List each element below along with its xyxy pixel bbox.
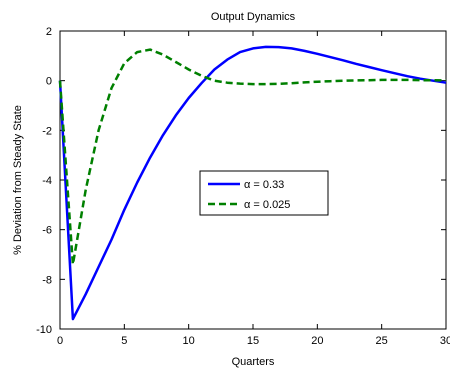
x-tick-label: 15 [247,335,259,347]
y-tick-label: -8 [42,274,52,286]
series-group [58,45,447,321]
y-tick-label: 2 [46,26,52,38]
y-axis-label: % Deviation from Steady State [12,105,24,255]
legend-label-alpha-033: α = 0.33 [244,179,284,191]
legend-box [199,170,329,216]
x-tick-label: 20 [311,335,323,347]
chart-title: Output Dynamics [211,11,296,23]
y-tick-label: -2 [42,125,52,137]
x-axis-label: Quarters [232,356,275,368]
y-tick-label: -6 [42,225,52,237]
x-tick-label: 10 [183,335,195,347]
series-line-0 [58,45,447,321]
y-tick-label: 0 [46,76,52,88]
x-tick-label: 30 [440,335,450,347]
x-tick-label: 25 [376,335,388,347]
series-line-1 [58,48,447,266]
x-tick-label: 0 [57,335,63,347]
y-tick-label: -10 [36,324,52,336]
legend-label-alpha-0025: α = 0.025 [244,199,290,211]
x-tick-label: 5 [121,335,127,347]
legend: α = 0.33 α = 0.025 [199,170,329,216]
y-tick-label: -4 [42,175,52,187]
